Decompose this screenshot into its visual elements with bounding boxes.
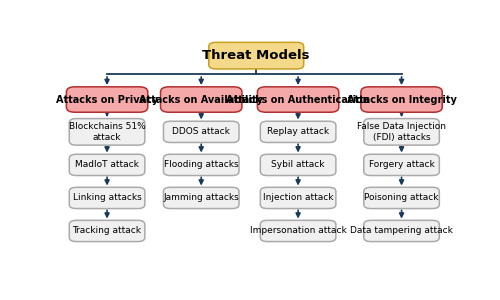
Text: Replay attack: Replay attack	[267, 128, 329, 136]
Text: Attacks on Authentication: Attacks on Authentication	[226, 94, 370, 104]
FancyBboxPatch shape	[361, 87, 442, 112]
Text: Data tampering attack: Data tampering attack	[350, 226, 453, 236]
FancyBboxPatch shape	[164, 154, 239, 176]
Text: Attacks on Integrity: Attacks on Integrity	[346, 94, 457, 104]
Text: Sybil attack: Sybil attack	[272, 160, 325, 169]
Text: Tracking attack: Tracking attack	[72, 226, 142, 236]
Text: Threat Models: Threat Models	[202, 49, 310, 62]
FancyBboxPatch shape	[164, 121, 239, 142]
FancyBboxPatch shape	[260, 154, 336, 176]
Text: Attacks on Privacy: Attacks on Privacy	[56, 94, 158, 104]
Text: DDOS attack: DDOS attack	[172, 128, 230, 136]
FancyBboxPatch shape	[364, 154, 440, 176]
FancyBboxPatch shape	[70, 118, 145, 145]
Text: MadIoT attack: MadIoT attack	[75, 160, 139, 169]
Text: Injection attack: Injection attack	[263, 194, 334, 202]
Text: False Data Injection
(FDI) attacks: False Data Injection (FDI) attacks	[357, 122, 446, 142]
FancyBboxPatch shape	[209, 42, 304, 69]
FancyBboxPatch shape	[164, 187, 239, 208]
Text: Forgery attack: Forgery attack	[368, 160, 434, 169]
FancyBboxPatch shape	[70, 220, 145, 242]
Text: Flooding attacks: Flooding attacks	[164, 160, 238, 169]
Text: Poisoning attack: Poisoning attack	[364, 194, 439, 202]
FancyBboxPatch shape	[258, 87, 339, 112]
FancyBboxPatch shape	[66, 87, 148, 112]
FancyBboxPatch shape	[260, 121, 336, 142]
Text: Blockchains 51%
attack: Blockchains 51% attack	[68, 122, 146, 142]
Text: Linking attacks: Linking attacks	[72, 194, 142, 202]
Text: Attacks on Availability: Attacks on Availability	[140, 94, 263, 104]
FancyBboxPatch shape	[70, 187, 145, 208]
Text: Impersonation attack: Impersonation attack	[250, 226, 346, 236]
FancyBboxPatch shape	[260, 220, 336, 242]
FancyBboxPatch shape	[364, 118, 440, 145]
FancyBboxPatch shape	[70, 154, 145, 176]
FancyBboxPatch shape	[160, 87, 242, 112]
Text: Jamming attacks: Jamming attacks	[164, 194, 239, 202]
FancyBboxPatch shape	[364, 220, 440, 242]
FancyBboxPatch shape	[364, 187, 440, 208]
FancyBboxPatch shape	[260, 187, 336, 208]
